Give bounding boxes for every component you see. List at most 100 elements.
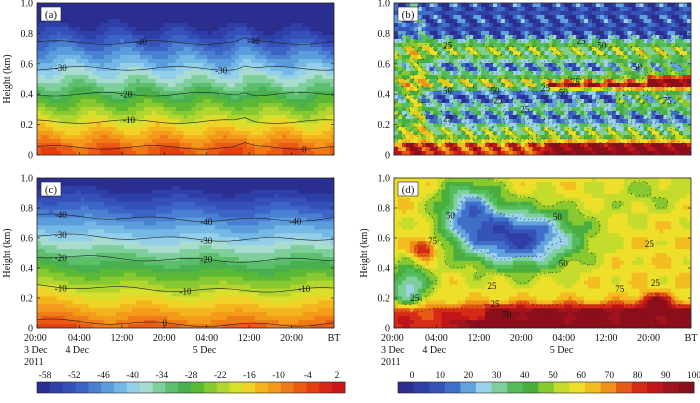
heatmap-cell	[167, 3, 173, 8]
heatmap-cell	[330, 23, 334, 28]
heatmap-cell	[528, 11, 534, 16]
heatmap-cell	[568, 111, 573, 116]
heatmap-cell	[48, 75, 54, 80]
heatmap-cell	[183, 151, 189, 155]
heatmap-cell	[64, 79, 70, 84]
heatmap-cell	[322, 79, 327, 84]
heatmap-cell	[576, 95, 581, 100]
heatmap-cell	[254, 39, 260, 44]
heatmap-cell	[465, 15, 470, 20]
heatmap-cell	[504, 59, 510, 64]
heatmap-cell	[223, 99, 228, 104]
heatmap-cell	[298, 43, 303, 48]
heatmap-cell	[92, 43, 97, 48]
heatmap-cell	[207, 35, 212, 40]
heatmap-cell	[56, 51, 62, 56]
heatmap-cell	[223, 27, 228, 32]
heatmap-cell	[496, 51, 502, 56]
heatmap-cell	[124, 55, 129, 60]
heatmap-cell	[584, 15, 589, 20]
heatmap-cell	[477, 91, 482, 96]
heatmap-cell	[433, 87, 439, 92]
heatmap-cell	[445, 55, 451, 60]
heatmap-cell	[302, 131, 307, 136]
heatmap-cell	[516, 51, 522, 56]
heatmap-cell	[171, 35, 177, 40]
heatmap-cell	[576, 31, 581, 36]
heatmap-cell	[159, 147, 165, 152]
heatmap-cell	[124, 91, 129, 96]
heatmap-cell	[155, 147, 161, 152]
heatmap-cell	[572, 143, 577, 148]
heatmap-cell	[457, 115, 462, 120]
heatmap-cell	[124, 63, 129, 68]
heatmap-cell	[298, 35, 303, 40]
heatmap-cell	[187, 119, 193, 124]
heatmap-cell	[112, 127, 117, 132]
heatmap-cell	[302, 87, 307, 92]
heatmap-cell	[592, 43, 597, 48]
heatmap-cell	[560, 15, 565, 20]
heatmap-cell	[112, 147, 117, 152]
heatmap-cell	[215, 79, 220, 84]
heatmap-cell	[104, 59, 109, 64]
heatmap-cell	[72, 35, 78, 40]
heatmap-cell	[302, 139, 307, 144]
heatmap-cell	[540, 87, 546, 92]
heatmap-cell	[401, 111, 407, 116]
heatmap-cell	[560, 95, 565, 100]
heatmap-cell	[469, 103, 474, 108]
heatmap-cell	[183, 43, 189, 48]
heatmap-cell	[493, 59, 498, 64]
heatmap-cell	[167, 115, 173, 120]
heatmap-cell	[572, 79, 577, 84]
heatmap-cell	[238, 115, 244, 120]
heatmap-cell	[445, 31, 451, 36]
heatmap-cell	[96, 43, 101, 48]
heatmap-cell	[195, 103, 200, 108]
heatmap-cell	[536, 31, 542, 36]
heatmap-cell	[116, 23, 121, 28]
heatmap-cell	[508, 131, 514, 136]
heatmap-cell	[433, 3, 439, 8]
heatmap-cell	[413, 39, 419, 44]
heatmap-cell	[552, 143, 557, 148]
heatmap-cell	[254, 7, 260, 12]
heatmap-cell	[64, 115, 70, 120]
heatmap-cell	[493, 111, 498, 116]
heatmap-cell	[322, 127, 327, 132]
heatmap-cell	[84, 107, 90, 112]
heatmap-cell	[540, 139, 546, 144]
heatmap-cell	[607, 43, 613, 48]
heatmap-cell	[397, 135, 403, 140]
heatmap-cell	[469, 143, 474, 148]
heatmap-cell	[536, 15, 542, 20]
heatmap-cell	[524, 23, 530, 28]
heatmap-cell	[409, 151, 415, 155]
heatmap-cell	[72, 103, 78, 108]
heatmap-cell	[52, 23, 58, 28]
heatmap-cell	[330, 127, 334, 132]
heatmap-cell	[453, 107, 458, 112]
heatmap-cell	[449, 143, 454, 148]
heatmap-cell	[167, 63, 173, 68]
heatmap-cell	[441, 31, 447, 36]
heatmap-cell	[231, 15, 236, 20]
heatmap-cell	[250, 107, 256, 112]
heatmap-cell	[116, 35, 121, 40]
heatmap-cell	[556, 143, 561, 148]
heatmap-cell	[270, 99, 276, 104]
heatmap-cell	[576, 19, 581, 24]
heatmap-cell	[306, 87, 311, 92]
heatmap-cell	[282, 63, 288, 68]
heatmap-cell	[508, 59, 514, 64]
heatmap-cell	[48, 39, 54, 44]
heatmap-cell	[68, 3, 74, 8]
heatmap-cell	[528, 123, 534, 128]
heatmap-cell	[556, 99, 561, 104]
heatmap-cell	[481, 83, 486, 88]
heatmap-cell	[151, 79, 157, 84]
heatmap-cell	[80, 131, 86, 136]
heatmap-cell	[179, 11, 185, 16]
heatmap-cell	[465, 43, 470, 48]
